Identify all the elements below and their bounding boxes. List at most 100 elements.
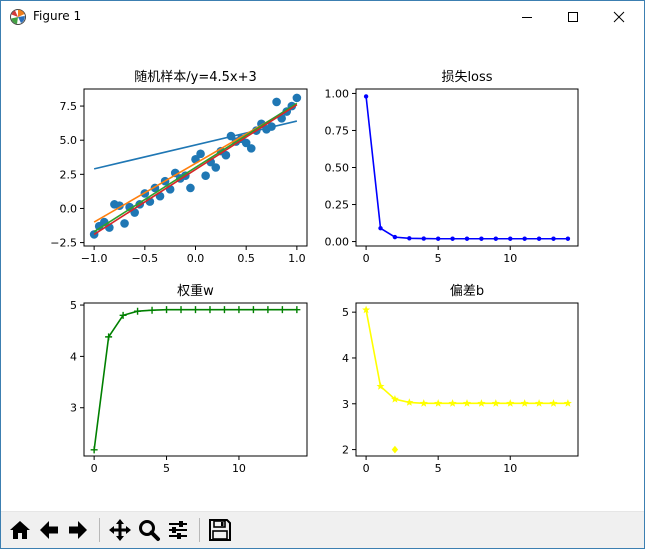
data-point [434,399,443,407]
data-point [479,236,484,241]
data-point [464,236,470,241]
y-tick-label: 4 [342,352,349,365]
data-point [376,382,385,390]
axes-frame [355,88,579,247]
series-line [365,96,568,240]
y-tick-label: 5.0 [60,134,78,147]
y-tick-label: 2.5 [60,168,78,181]
scatter-point [246,144,256,153]
data-point [506,399,515,407]
data-point [463,399,471,407]
data-point [390,395,399,403]
scatter-point [292,93,302,103]
x-tick-label: 5 [163,462,170,475]
title-bar[interactable]: Figure 1 [1,1,644,33]
home-button[interactable] [7,517,33,543]
scatter-point [272,97,281,107]
zoom-button[interactable] [136,517,162,543]
x-tick-label: −1.0 [81,252,108,265]
data-point [391,445,399,454]
data-point [235,306,243,314]
data-point [535,399,544,407]
y-tick-label: 4 [70,350,77,363]
data-point [119,311,127,319]
subplot-title: 随机样本/y=4.5x+3 [134,70,257,85]
axes-frame [83,302,308,457]
y-tick-label: 7.5 [60,100,78,113]
arrow-left-icon [40,521,58,539]
maximize-icon [568,12,578,22]
x-tick-label: 0 [363,252,370,265]
x-tick-label: 10 [232,462,246,475]
data-point [448,399,457,407]
data-point [491,399,500,407]
y-tick-label: 5 [70,299,77,312]
navigation-toolbar [1,511,644,548]
scatter-point [241,138,251,148]
data-point [421,236,426,241]
save-button[interactable] [207,517,233,543]
data-point [363,94,369,99]
sliders-icon [169,521,187,539]
x-tick-label: 5 [435,252,442,265]
data-point [278,306,286,314]
data-point [508,236,513,241]
scatter-point [221,150,231,160]
scatter-point [125,202,134,212]
data-point [563,399,572,407]
x-tick-label: 10 [503,252,517,265]
y-tick-label: 0.75 [325,124,350,137]
y-tick-label: 1.00 [325,87,350,100]
data-point [536,236,542,241]
minimize-button[interactable] [504,1,550,33]
data-point [378,226,383,231]
data-point [134,307,142,315]
maximize-button[interactable] [550,1,596,33]
subplot-2: 损失loss 0 5 10 0.00 0.25 0.50 0.75 1.00 [325,70,579,265]
y-tick-label: 0.0 [60,202,78,215]
y-tick-label: 0.50 [325,162,350,175]
matplotlib-icon [10,9,26,25]
series-line [365,309,568,405]
data-point [405,398,414,406]
scatter-point [120,219,129,228]
data-point [549,399,558,407]
x-tick-label: −0.5 [131,252,158,265]
data-point [177,306,185,314]
x-tick-label: 0.0 [187,252,205,265]
data-point [362,305,371,314]
magnifier-icon [139,520,160,541]
data-point [419,399,428,407]
data-point [105,333,113,341]
data-point [90,446,98,454]
data-point [407,236,412,241]
data-point [565,236,571,241]
x-tick-label: 1.0 [288,252,306,265]
subplot-title: 损失loss [441,70,492,85]
home-icon [10,521,30,539]
data-point [148,306,156,314]
data-point [522,236,527,241]
pan-button[interactable] [107,517,133,543]
minimize-icon [522,17,532,18]
data-point [477,399,486,407]
figure-canvas[interactable]: 随机样本/y=4.5x+3 −1.0 −0.5 0.0 0.5 1.0 −2.5 0.0 2.5… [1,33,644,511]
data-point [551,236,556,241]
fit-line [93,102,298,233]
x-tick-label: 0 [363,462,370,475]
subplot-title: 权重w [177,283,214,299]
back-button[interactable] [36,517,62,543]
y-tick-label: 3 [342,398,349,411]
subplot-title: 偏差b [450,284,484,299]
forward-button[interactable] [65,517,91,543]
y-tick-label: 2 [342,444,349,457]
close-button[interactable] [596,1,642,33]
toolbar-separator [199,518,200,542]
subplot-1: 随机样本/y=4.5x+3 −1.0 −0.5 0.0 0.5 1.0 −2.5 0.0 2.5… [50,70,308,265]
data-point [450,236,455,241]
close-icon [613,11,625,23]
subplot-3: 权重w 0 5 10 3 4 5 [70,283,308,475]
subplots-button[interactable] [165,517,191,543]
y-tick-label: 0.00 [325,236,350,249]
